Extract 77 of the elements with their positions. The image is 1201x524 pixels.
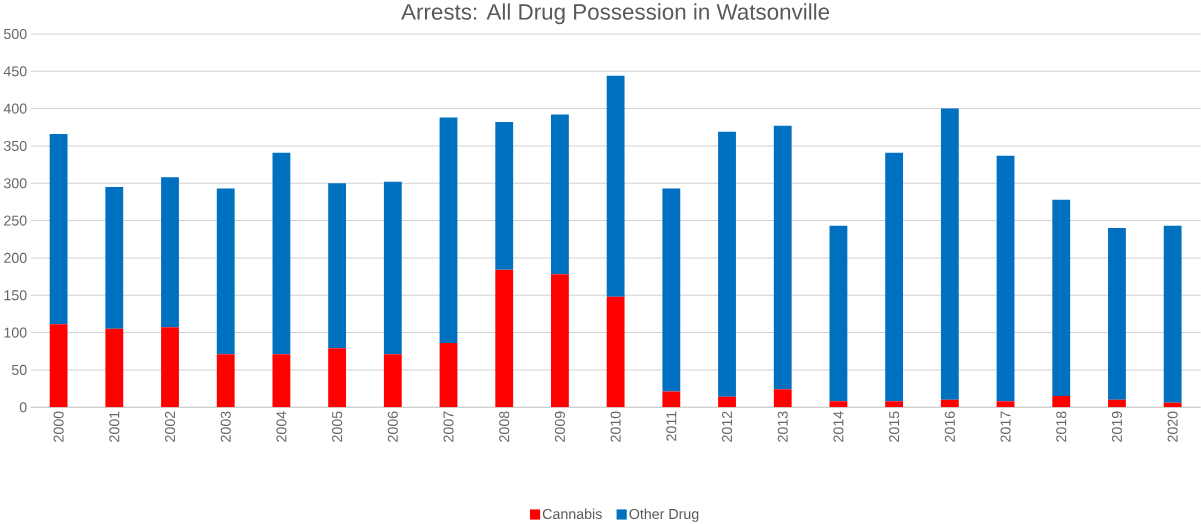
x-tick-label: 2018 — [1056, 411, 1067, 442]
bar — [773, 125, 792, 390]
bar — [662, 188, 681, 392]
bar — [829, 225, 848, 402]
bar — [551, 274, 569, 408]
bar — [495, 269, 514, 408]
bar — [718, 396, 736, 408]
x-tick-label: 2013 — [777, 411, 788, 442]
bar — [829, 401, 848, 408]
bar — [495, 121, 514, 270]
y-tick-label: 100 — [4, 327, 27, 338]
bar — [383, 181, 402, 354]
bar — [383, 354, 402, 408]
bar — [105, 186, 124, 329]
bar — [328, 183, 347, 349]
bar — [940, 108, 959, 400]
bar — [1108, 227, 1126, 400]
y-tick-label: 450 — [3, 65, 27, 77]
y-tick-label: 300 — [3, 177, 27, 189]
bar — [773, 389, 792, 408]
chart-title: Arrests: All Drug Possession in Watsonville — [401, 3, 830, 24]
bar — [606, 296, 625, 408]
x-tick-label: 2019 — [1111, 411, 1122, 442]
x-tick-label: 2000 — [53, 411, 64, 442]
bar — [1108, 399, 1126, 408]
bar — [662, 391, 681, 408]
bar — [272, 354, 291, 408]
x-tick-label: 2011 — [666, 411, 677, 441]
y-tick-label: 500 — [3, 28, 27, 39]
x-tick-label: 2014 — [833, 411, 844, 442]
x-tick-label: 2016 — [944, 411, 955, 442]
bar — [718, 131, 736, 397]
bar — [1163, 402, 1182, 408]
bar — [49, 324, 68, 408]
bar — [49, 133, 68, 325]
bar — [606, 75, 625, 297]
y-tick-label: 150 — [4, 289, 27, 301]
y-tick-label: 200 — [4, 252, 27, 263]
y-tick-label: 50 — [11, 364, 27, 375]
bar — [996, 155, 1015, 402]
bar — [328, 348, 347, 408]
x-tick-label: 2008 — [499, 411, 510, 442]
bar — [161, 177, 179, 328]
bar — [885, 401, 904, 408]
x-tick-label: 2003 — [220, 411, 231, 442]
x-tick-label: 2015 — [889, 411, 900, 442]
y-tick-label: 0 — [19, 401, 27, 413]
x-tick-label: 2002 — [164, 411, 176, 442]
x-tick-label: 2005 — [332, 411, 343, 442]
bar — [105, 328, 124, 408]
y-tick-label: 250 — [4, 215, 27, 226]
bar — [216, 188, 235, 354]
y-tick-label: 350 — [3, 140, 27, 151]
x-tick-label: 2020 — [1167, 411, 1178, 442]
legend-label: Cannabis — [542, 508, 602, 519]
bar — [996, 401, 1015, 408]
legend-label: Other Drug — [629, 508, 699, 522]
x-tick-label: 2004 — [276, 411, 287, 442]
bar — [940, 399, 959, 408]
bar — [1052, 395, 1071, 408]
bar — [885, 152, 904, 402]
x-tick-label: 2007 — [443, 411, 454, 442]
bar — [551, 114, 569, 275]
bar — [272, 152, 291, 354]
bar — [161, 327, 179, 408]
bar — [216, 354, 235, 408]
bar — [1052, 199, 1071, 396]
bar — [439, 342, 458, 408]
x-tick-label: 2006 — [387, 411, 398, 442]
x-tick-label: 2012 — [721, 411, 733, 442]
bar — [439, 117, 458, 343]
x-tick-label: 2010 — [610, 411, 621, 442]
y-tick-label: 400 — [3, 103, 27, 114]
x-tick-label: 2017 — [1000, 411, 1011, 442]
x-tick-label: 2009 — [554, 411, 565, 442]
bar — [1163, 225, 1182, 403]
x-tick-label: 2001 — [109, 411, 120, 442]
